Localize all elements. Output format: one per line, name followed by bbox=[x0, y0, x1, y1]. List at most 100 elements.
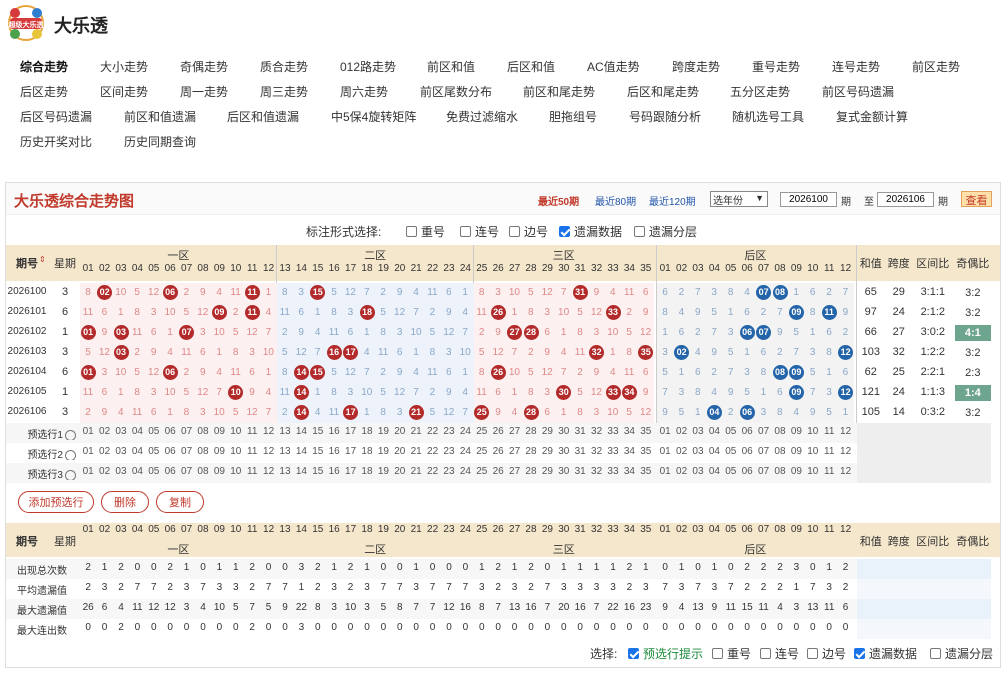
preselect-front-number[interactable]: 06 bbox=[164, 426, 176, 437]
preselect-front-number[interactable]: 01 bbox=[82, 446, 94, 457]
view-button[interactable]: 查看 bbox=[961, 191, 992, 207]
front-ball[interactable]: 17 bbox=[343, 345, 359, 360]
preselect-front-number[interactable]: 08 bbox=[197, 446, 209, 457]
preselect-front-number[interactable]: 27 bbox=[509, 466, 521, 477]
nav-link[interactable]: 复式金额计算 bbox=[836, 110, 909, 124]
preselect-front-number[interactable]: 13 bbox=[279, 426, 291, 437]
preselect-front-number[interactable]: 22 bbox=[427, 426, 439, 437]
preselect-back-number[interactable]: 03 bbox=[692, 446, 704, 457]
preselect-front-number[interactable]: 09 bbox=[213, 466, 225, 477]
preselect-back-number[interactable]: 07 bbox=[758, 426, 770, 437]
preselect-back-number[interactable]: 03 bbox=[692, 426, 704, 437]
nav-link[interactable]: 中5保4旋转矩阵 bbox=[331, 110, 417, 124]
preselect-front-number[interactable]: 08 bbox=[197, 466, 209, 477]
preselect-back-number[interactable]: 09 bbox=[790, 426, 802, 437]
nav-link[interactable]: 前区和值遗漏 bbox=[124, 110, 197, 124]
recent-120-link[interactable]: 最近120期 bbox=[649, 197, 696, 208]
front-ball[interactable]: 14 bbox=[293, 405, 309, 420]
footer-option[interactable]: 遗漏分层 bbox=[930, 645, 993, 662]
nav-link[interactable]: 前区号码遗漏 bbox=[822, 85, 895, 99]
preselect-back-number[interactable]: 03 bbox=[692, 466, 704, 477]
preselect-front-number[interactable]: 29 bbox=[541, 426, 553, 437]
back-ball[interactable]: 09 bbox=[788, 385, 804, 400]
preselect-front-number[interactable]: 10 bbox=[230, 446, 242, 457]
back-ball[interactable]: 12 bbox=[838, 345, 854, 360]
checkbox[interactable] bbox=[406, 226, 417, 237]
preselect-front-number[interactable]: 20 bbox=[394, 446, 406, 457]
preselect-front-number[interactable]: 16 bbox=[328, 446, 340, 457]
nav-link[interactable]: 连号走势 bbox=[832, 60, 881, 74]
front-ball[interactable]: 26 bbox=[490, 365, 506, 380]
preselect-front-number[interactable]: 11 bbox=[247, 466, 258, 477]
to-issue-input[interactable] bbox=[877, 192, 934, 207]
front-ball[interactable]: 06 bbox=[162, 365, 178, 380]
preselect-front-number[interactable]: 33 bbox=[607, 446, 619, 457]
preselect-front-number[interactable]: 03 bbox=[115, 446, 127, 457]
front-ball[interactable]: 03 bbox=[113, 345, 129, 360]
preselect-front-number[interactable]: 17 bbox=[345, 446, 357, 457]
front-ball[interactable]: 17 bbox=[343, 405, 359, 420]
preselect-back-number[interactable]: 12 bbox=[840, 466, 852, 477]
preselect-back-number[interactable]: 09 bbox=[790, 446, 802, 457]
checkbox[interactable] bbox=[628, 648, 639, 659]
preselect-front-number[interactable]: 19 bbox=[377, 426, 389, 437]
recent-50-link[interactable]: 最近50期 bbox=[538, 197, 580, 208]
preselect-front-number[interactable]: 24 bbox=[459, 446, 471, 457]
preselect-back-number[interactable]: 06 bbox=[741, 426, 753, 437]
preselect-front-number[interactable]: 34 bbox=[623, 446, 635, 457]
back-ball[interactable]: 09 bbox=[788, 305, 804, 320]
checkbox[interactable] bbox=[712, 648, 723, 659]
preselect-front-number[interactable]: 26 bbox=[492, 426, 504, 437]
preselect-back-number[interactable]: 07 bbox=[758, 466, 770, 477]
preselect-front-number[interactable]: 04 bbox=[131, 426, 143, 437]
preselect-back-number[interactable]: 01 bbox=[659, 446, 671, 457]
site-logo[interactable]: 超级大乐透 bbox=[6, 4, 46, 42]
front-ball[interactable]: 31 bbox=[572, 285, 588, 300]
preselect-back-number[interactable]: 05 bbox=[725, 466, 737, 477]
nav-link[interactable]: 前区尾数分布 bbox=[420, 85, 493, 99]
preselect-front-number[interactable]: 07 bbox=[181, 426, 193, 437]
preselect-front-number[interactable]: 30 bbox=[558, 466, 570, 477]
preselect-front-number[interactable]: 32 bbox=[591, 466, 603, 477]
front-ball[interactable]: 33 bbox=[605, 385, 621, 400]
preselect-front-number[interactable]: 25 bbox=[476, 446, 488, 457]
nav-link[interactable]: AC值走势 bbox=[587, 60, 640, 74]
preselect-front-number[interactable]: 23 bbox=[443, 466, 455, 477]
nav-link[interactable]: 综合走势 bbox=[20, 60, 69, 74]
preselect-front-number[interactable]: 06 bbox=[164, 466, 176, 477]
front-ball[interactable]: 15 bbox=[310, 365, 326, 380]
preselect-front-number[interactable]: 21 bbox=[410, 426, 422, 437]
preselect-front-number[interactable]: 08 bbox=[197, 426, 209, 437]
preselect-front-number[interactable]: 32 bbox=[591, 426, 603, 437]
preselect-front-number[interactable]: 30 bbox=[558, 426, 570, 437]
nav-link[interactable]: 后区和尾走势 bbox=[627, 85, 700, 99]
footer-option[interactable]: 连号 bbox=[760, 645, 799, 662]
nav-link[interactable]: 胆拖组号 bbox=[549, 110, 598, 124]
preselect-front-number[interactable]: 18 bbox=[361, 446, 373, 457]
checkbox[interactable] bbox=[760, 648, 771, 659]
preselect-front-number[interactable]: 20 bbox=[394, 426, 406, 437]
preselect-front-number[interactable]: 21 bbox=[410, 466, 422, 477]
preselect-front-number[interactable]: 30 bbox=[558, 446, 570, 457]
preselect-front-number[interactable]: 35 bbox=[640, 426, 652, 437]
preselect-front-number[interactable]: 29 bbox=[541, 446, 553, 457]
sort-icon[interactable]: ⇕ bbox=[39, 255, 46, 264]
front-ball[interactable]: 26 bbox=[490, 305, 506, 320]
mark-option[interactable]: 遗漏分层 bbox=[634, 223, 697, 240]
front-ball[interactable]: 35 bbox=[638, 345, 654, 360]
preselect-back-number[interactable]: 09 bbox=[790, 466, 802, 477]
preselect-front-number[interactable]: 26 bbox=[492, 466, 504, 477]
preselect-front-number[interactable]: 20 bbox=[394, 466, 406, 477]
front-ball[interactable]: 25 bbox=[474, 405, 490, 420]
preselect-front-number[interactable]: 24 bbox=[459, 466, 471, 477]
preselect-front-number[interactable]: 07 bbox=[181, 446, 193, 457]
copy-button[interactable]: 复制 bbox=[156, 491, 204, 513]
preselect-front-number[interactable]: 25 bbox=[476, 466, 488, 477]
footer-option[interactable]: 重号 bbox=[712, 645, 751, 662]
preselect-back-number[interactable]: 02 bbox=[676, 466, 688, 477]
preselect-front-number[interactable]: 07 bbox=[181, 466, 193, 477]
back-ball[interactable]: 06 bbox=[739, 325, 755, 340]
preselect-back-number[interactable]: 08 bbox=[774, 426, 786, 437]
preselect-back-number[interactable]: 10 bbox=[807, 446, 819, 457]
nav-link[interactable]: 历史同期查询 bbox=[124, 135, 197, 149]
